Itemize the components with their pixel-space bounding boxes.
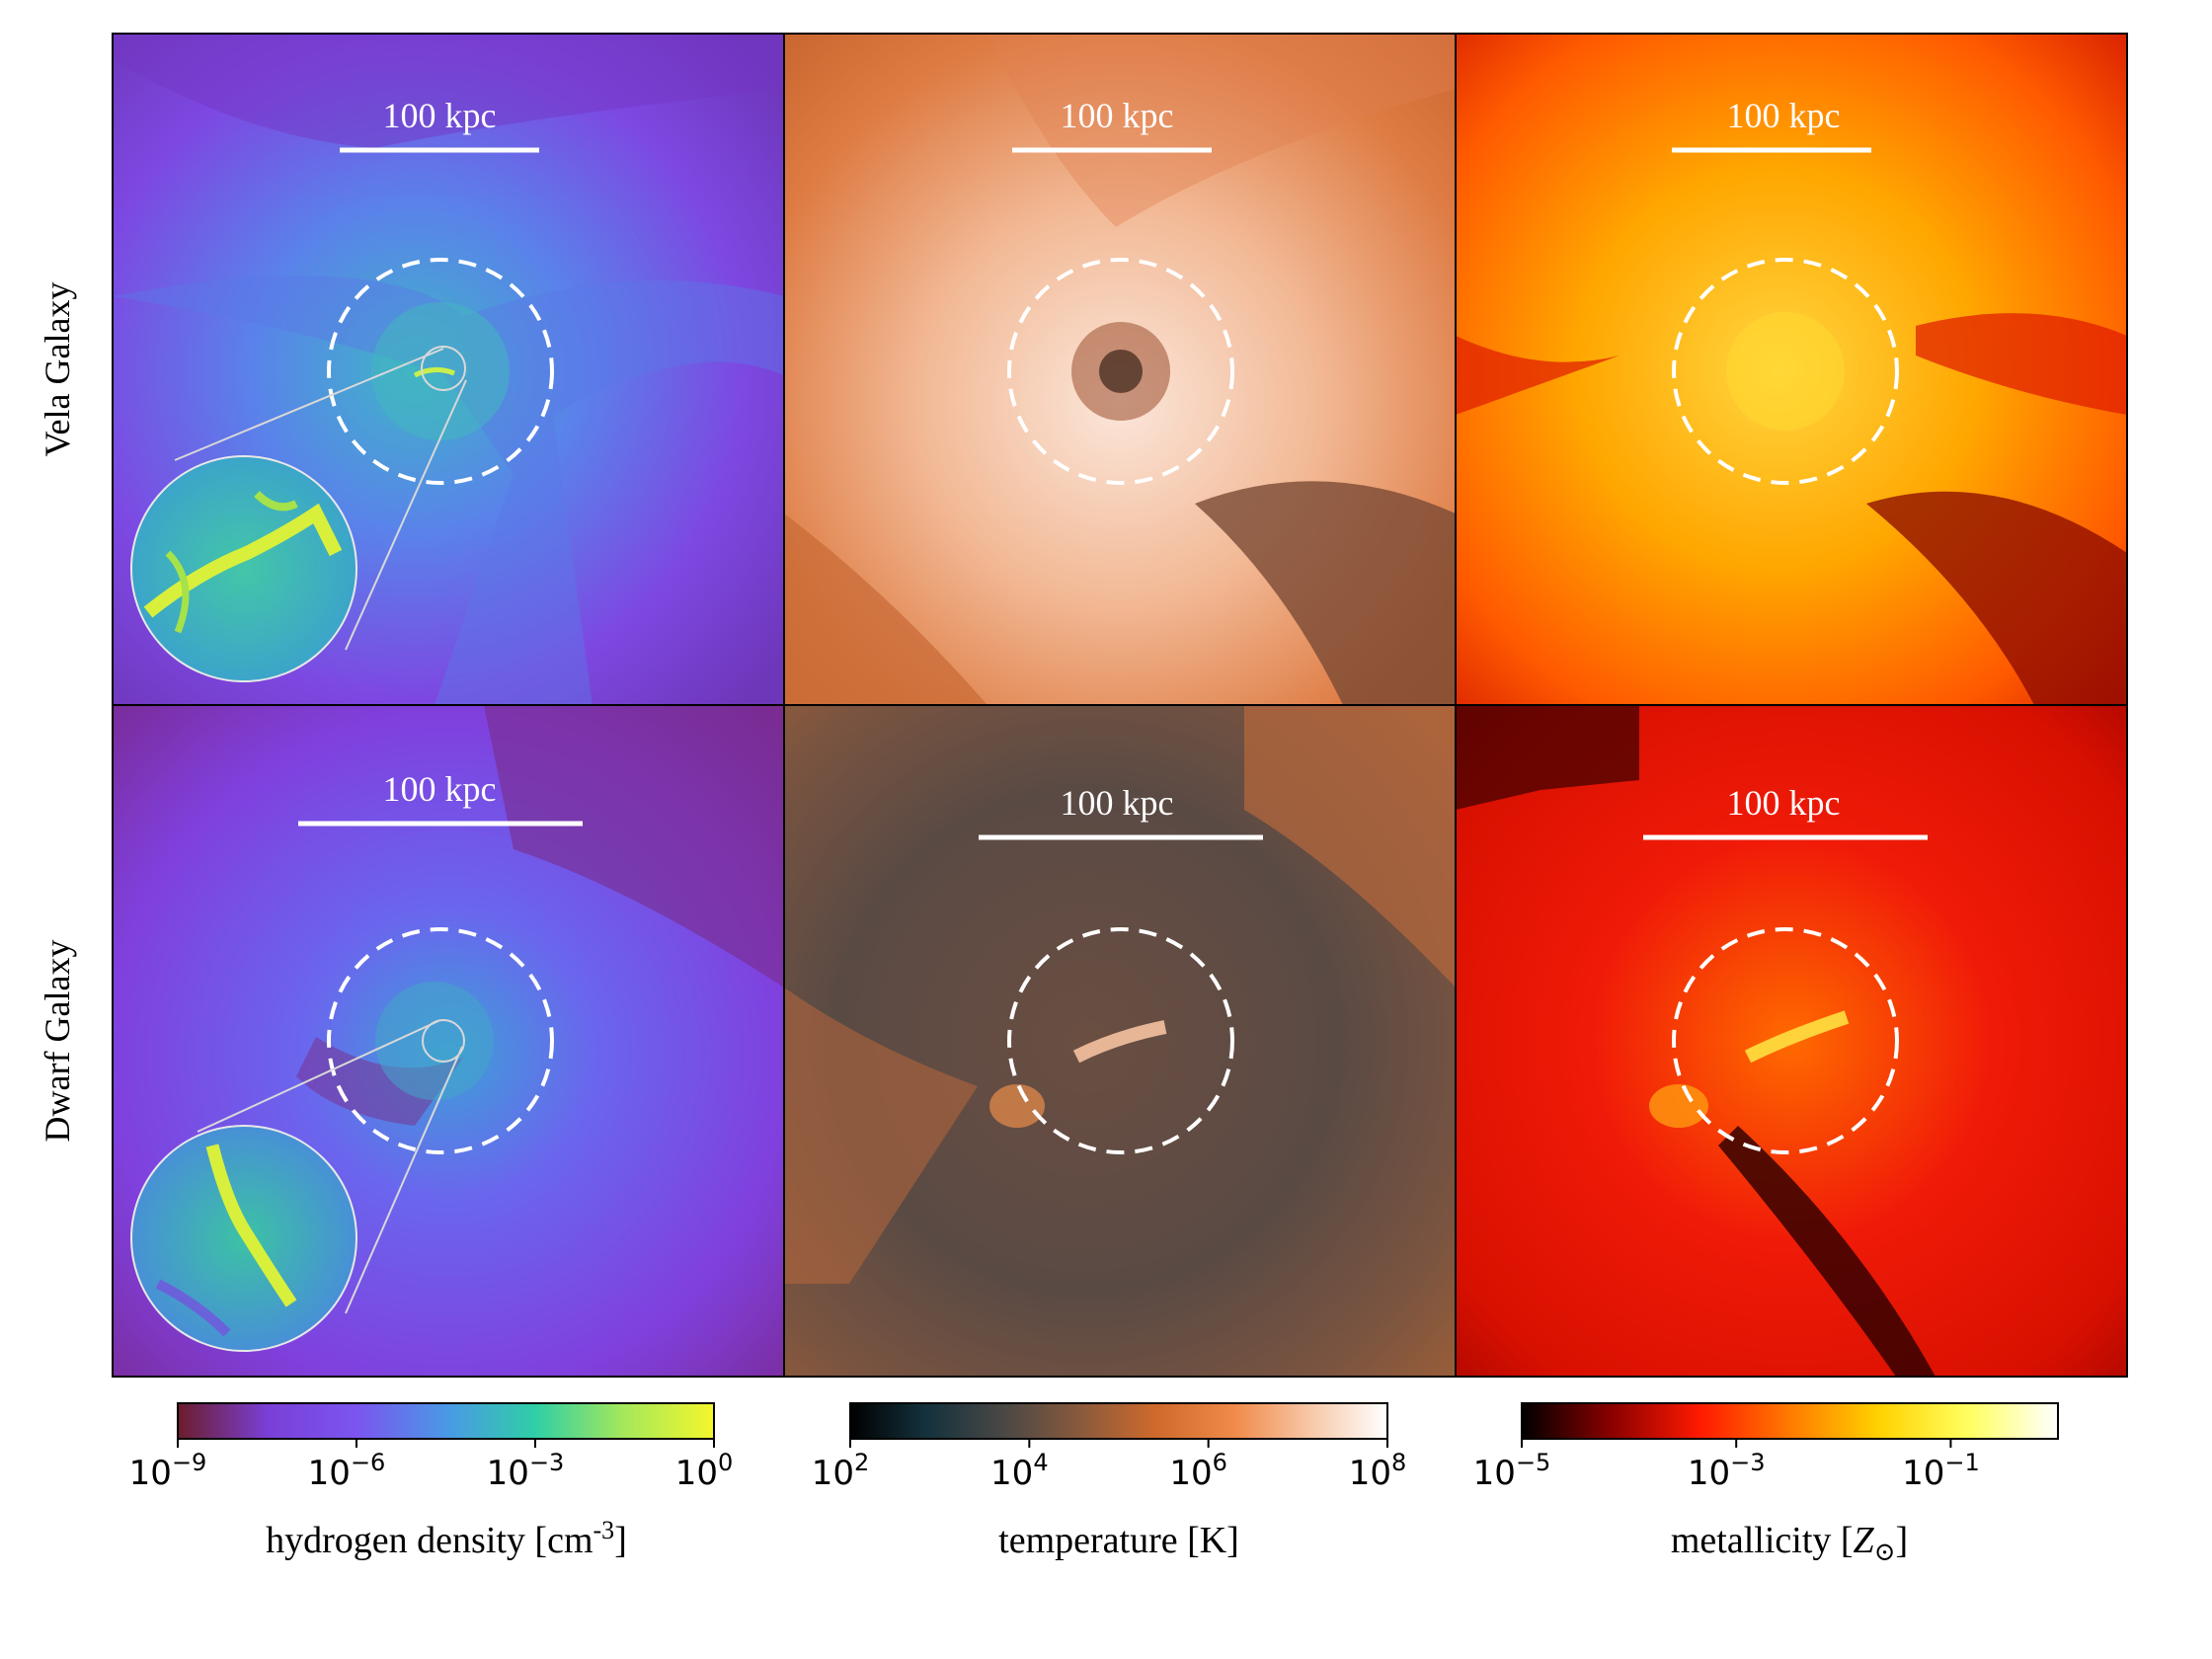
colorbar-tick-label: 10−6	[308, 1449, 386, 1493]
panel-dwarf-temperature	[784, 705, 1456, 1377]
zoom-inset-dwarf	[130, 1019, 465, 1352]
colorbar-metallicity-ticks: 10−5 10−3 10−1	[1473, 1439, 1980, 1493]
colorbar-temperature-label: temperature [K]	[998, 1520, 1239, 1561]
scale-label: 100 kpc	[383, 96, 497, 135]
panel-dwarf-metallicity	[1456, 705, 2127, 1377]
colorbar-tick-label: 102	[812, 1449, 870, 1493]
scale-bar-labels: 100 kpc 100 kpc 100 kpc 100 kpc 100 kpc …	[383, 96, 1841, 823]
colorbar-tick-label: 10−3	[1688, 1449, 1766, 1493]
panel-frames	[112, 33, 2128, 1378]
scale-bars	[298, 147, 1928, 840]
dashed-circle-dwarf-metallicity	[1672, 927, 1899, 1154]
zoom-inset-vela	[130, 346, 467, 682]
colorbar-tick-label: 108	[1349, 1449, 1407, 1493]
colorbar-tick-label: 10−9	[129, 1449, 207, 1493]
dashed-circles	[327, 258, 1899, 1154]
panel-vela-temperature	[784, 34, 1456, 705]
colorbar-tick-label: 106	[1169, 1449, 1227, 1493]
dashed-circle-vela-density	[327, 258, 554, 485]
scale-label: 100 kpc	[1727, 96, 1841, 135]
row-label-vela: Vela Galaxy	[38, 282, 77, 457]
colorbar-tick-label: 104	[990, 1449, 1049, 1493]
row-labels: Vela Galaxy Dwarf Galaxy	[38, 282, 77, 1143]
colorbar-density-label: hydrogen density [cm-3]	[266, 1516, 627, 1561]
colorbar-temperature-ticks: 102 104 106 108	[812, 1439, 1407, 1493]
colorbar-temperature: 102 104 106 108 temperature [K]	[812, 1402, 1407, 1561]
colorbar-tick-label: 10−3	[487, 1449, 565, 1493]
colorbar-tick-label: 100	[675, 1449, 734, 1493]
scale-label: 100 kpc	[1727, 783, 1841, 823]
colorbar-tick-label: 10−5	[1473, 1449, 1551, 1493]
scale-label: 100 kpc	[1061, 783, 1174, 823]
colorbar-density: 10−9 10−6 10−3 100 hydrogen density [cm-3]	[129, 1402, 734, 1561]
dashed-circle-dwarf-density	[327, 927, 554, 1154]
row-label-dwarf: Dwarf Galaxy	[38, 940, 77, 1143]
colorbar-metallicity-label: metallicity [Z⊙]	[1671, 1520, 1908, 1566]
dashed-circle-vela-metallicity	[1672, 258, 1899, 485]
panel-vela-metallicity	[1456, 34, 2127, 705]
colorbar-tick-label: 10−1	[1902, 1449, 1980, 1493]
scale-label: 100 kpc	[1061, 96, 1174, 135]
dashed-circle-dwarf-temperature	[1007, 927, 1234, 1154]
dashed-circle-vela-temperature	[1007, 258, 1234, 485]
colorbar-density-ticks: 10−9 10−6 10−3 100	[129, 1439, 734, 1493]
colorbar-metallicity: 10−5 10−3 10−1 metallicity [Z⊙]	[1473, 1402, 2059, 1566]
scale-label: 100 kpc	[383, 769, 497, 809]
